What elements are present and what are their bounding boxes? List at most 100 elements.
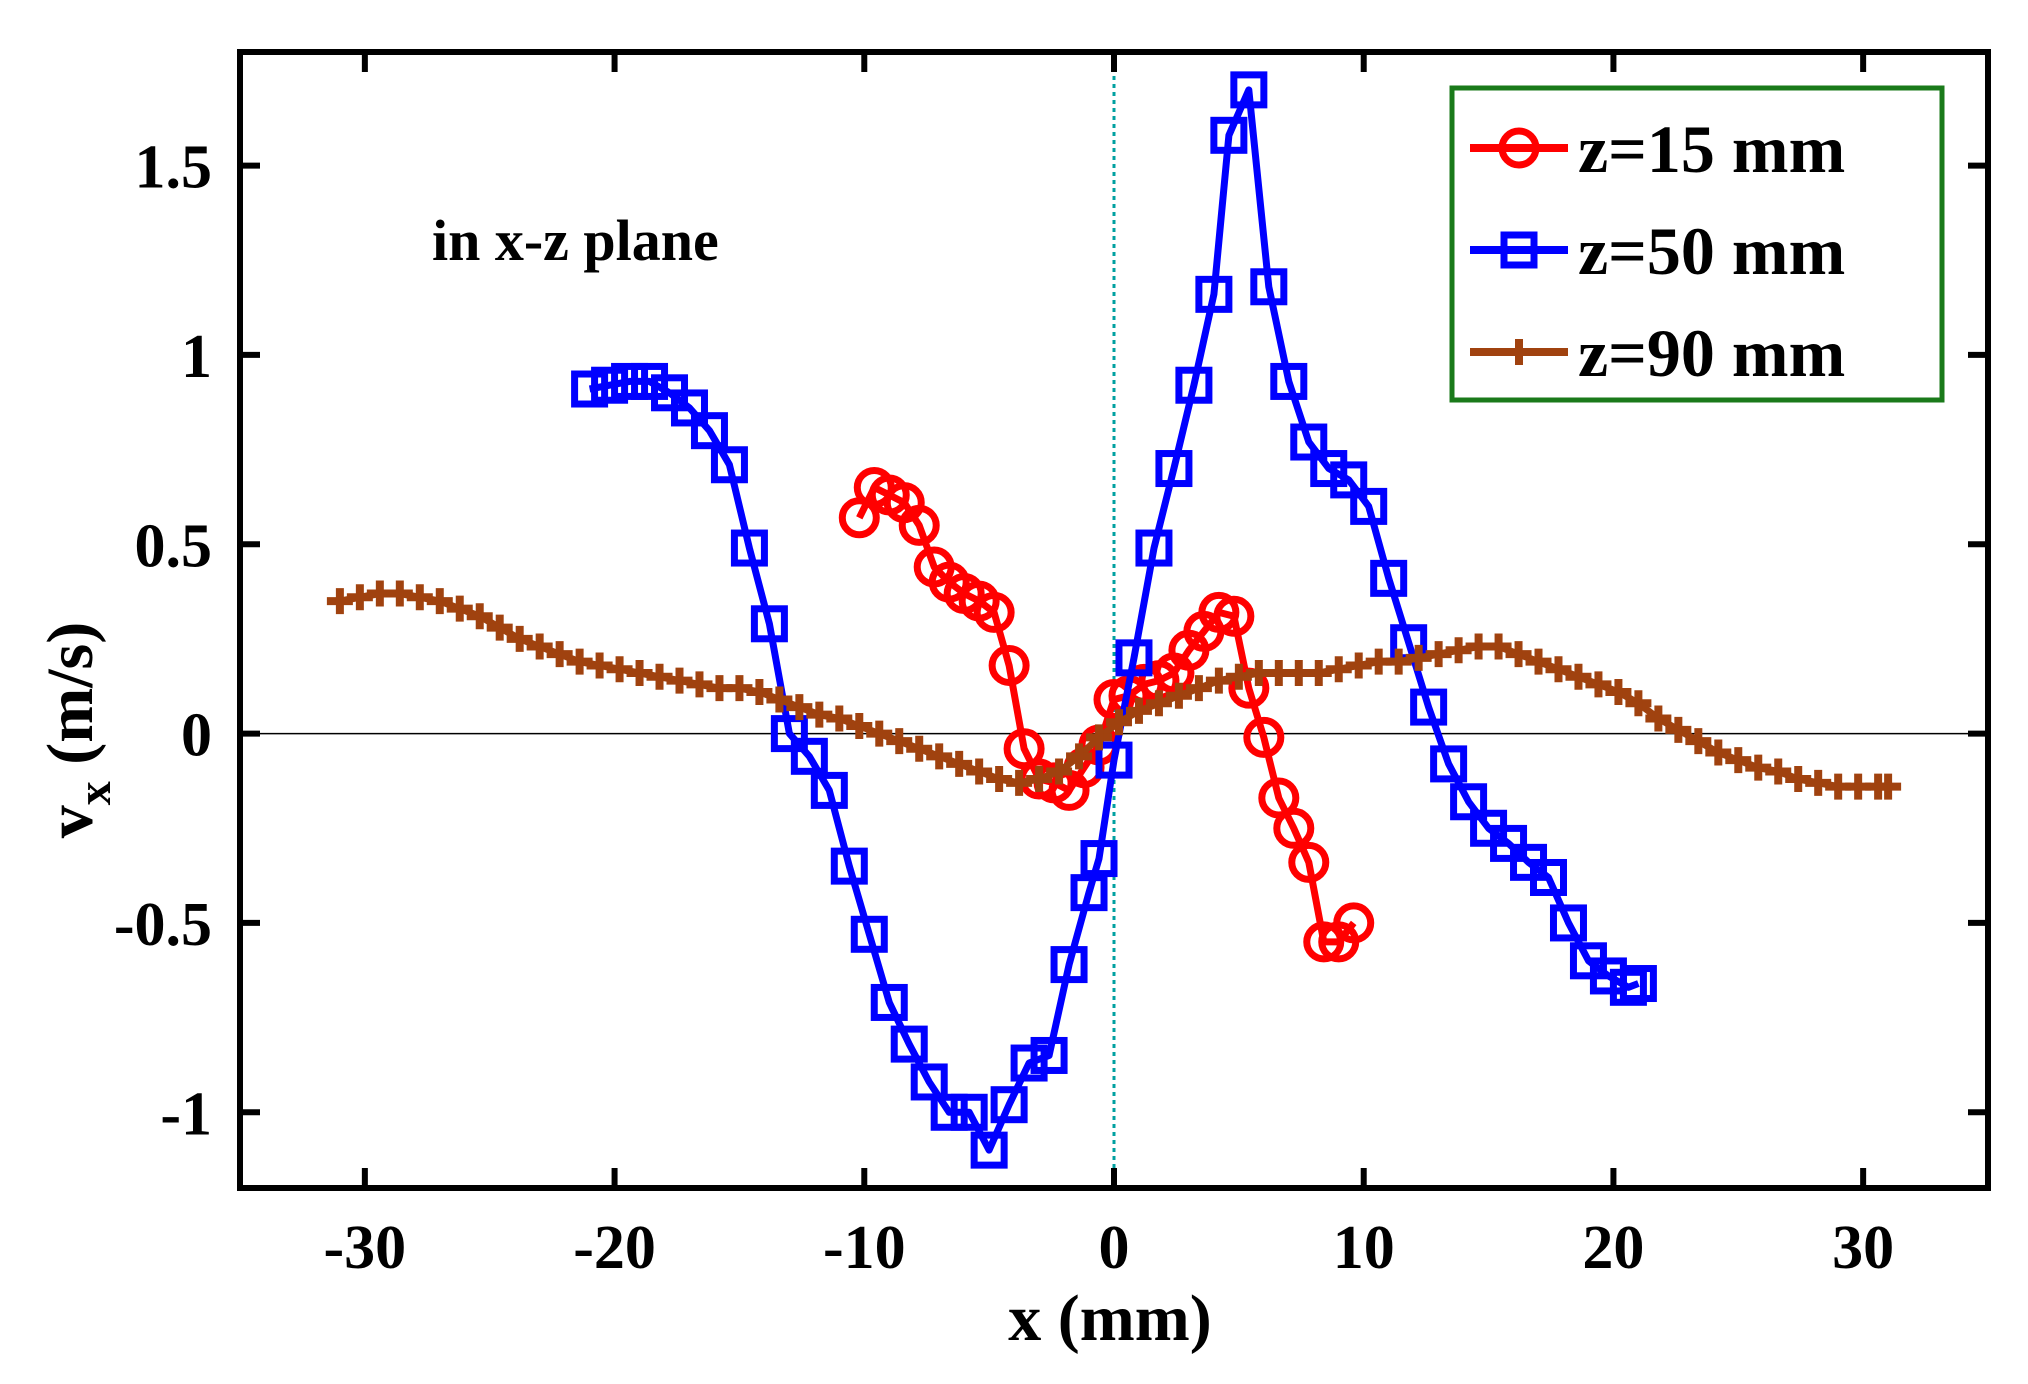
data-point — [886, 728, 913, 755]
data-point — [1155, 450, 1193, 488]
data-point — [746, 678, 773, 705]
data-point — [1195, 275, 1233, 313]
y-tick-label: 1 — [181, 323, 212, 391]
legend: z=15 mm z=50 mm z=90 mm — [1449, 85, 1945, 403]
data-point — [1273, 807, 1315, 849]
x-tick-label: -30 — [324, 1214, 407, 1282]
plane-annotation: in x-z plane — [432, 208, 719, 273]
data-point — [870, 983, 908, 1021]
data-point — [1210, 116, 1248, 154]
data-point — [1270, 362, 1308, 400]
data-point — [1303, 921, 1345, 963]
data-point — [1105, 709, 1132, 736]
data-point — [1625, 690, 1652, 717]
data-point — [571, 370, 609, 408]
y-axis-title: vx (m/s) — [34, 622, 121, 838]
data-point — [1125, 697, 1152, 724]
data-point — [1145, 690, 1172, 717]
data-point — [1530, 858, 1568, 896]
x-tick-label: -10 — [823, 1214, 906, 1282]
data-point — [730, 529, 768, 567]
legend-marker — [1500, 231, 1538, 269]
y-tick-label: 1.5 — [135, 134, 213, 202]
data-point — [910, 1063, 948, 1101]
data-point — [1545, 656, 1572, 683]
data-point — [1565, 663, 1592, 690]
data-point — [1250, 268, 1288, 306]
data-point — [1290, 423, 1328, 461]
series-layer — [326, 71, 1902, 1169]
y-axis-title-symbol: v — [34, 805, 107, 838]
x-tick-label: -20 — [573, 1214, 656, 1282]
y-tick-label: -1 — [160, 1080, 212, 1148]
data-point — [486, 614, 513, 641]
legend-entry: z=15 mm — [1470, 111, 1845, 187]
data-point — [710, 446, 748, 484]
data-point — [1185, 675, 1212, 702]
data-point — [970, 1131, 1008, 1169]
data-point — [1370, 559, 1408, 597]
data-point — [1070, 874, 1108, 912]
data-point — [591, 366, 629, 404]
y-axis-title-subscript: x — [68, 781, 121, 805]
data-point — [846, 713, 873, 740]
y-tick-label: 0.5 — [135, 512, 213, 580]
data-point — [1875, 773, 1902, 800]
data-point — [1609, 968, 1647, 1006]
data-point — [1310, 450, 1348, 488]
data-point — [1645, 705, 1672, 732]
axis-ticks: -30 -20 -10 0 10 20 30 -1 -0.5 0 0.5 1 1.5 — [114, 52, 1988, 1282]
x-tick-label: 20 — [1582, 1214, 1644, 1282]
data-point — [973, 591, 1015, 633]
data-point — [1050, 946, 1088, 984]
data-point — [1490, 824, 1528, 862]
data-point — [1010, 1044, 1048, 1082]
series-2 — [571, 71, 1657, 1169]
data-point — [1046, 758, 1073, 785]
data-point — [1410, 688, 1448, 726]
data-point — [1333, 902, 1375, 944]
data-point — [1175, 366, 1213, 404]
data-point — [1213, 595, 1255, 637]
x-tick-label: 10 — [1333, 1214, 1395, 1282]
data-point — [750, 605, 788, 643]
y-tick-label: -0.5 — [114, 891, 212, 959]
data-point — [810, 771, 848, 809]
data-point — [766, 686, 793, 713]
x-tick-label: 0 — [1099, 1214, 1130, 1282]
data-point — [1080, 840, 1118, 878]
data-point — [1350, 487, 1388, 525]
data-point — [1505, 641, 1532, 668]
data-point — [1450, 783, 1488, 821]
data-point — [1066, 743, 1093, 770]
data-point — [1230, 71, 1268, 109]
data-point — [946, 750, 973, 777]
data-point — [1288, 841, 1330, 883]
x-axis-title: x (mm) — [1008, 1282, 1211, 1355]
data-point — [770, 715, 808, 753]
data-point — [790, 737, 828, 775]
data-point — [690, 412, 728, 450]
legend-label: z=90 mm — [1578, 315, 1845, 391]
data-point — [898, 504, 940, 546]
data-point — [1030, 1036, 1068, 1074]
data-point — [1095, 741, 1133, 779]
legend-entry: z=50 mm — [1470, 213, 1845, 289]
data-point — [1605, 678, 1632, 705]
data-point — [866, 720, 893, 747]
data-point — [1685, 728, 1712, 755]
data-point — [1525, 648, 1552, 675]
data-point — [1243, 716, 1285, 758]
data-point — [990, 1086, 1028, 1124]
data-point — [1115, 639, 1153, 677]
data-point — [526, 633, 553, 660]
data-point — [631, 362, 669, 400]
data-point — [950, 1093, 988, 1131]
data-point — [786, 694, 813, 721]
y-axis-title-units: (m/s) — [34, 622, 107, 781]
data-point — [611, 362, 649, 400]
data-point — [506, 625, 533, 652]
data-point — [1619, 965, 1657, 1003]
data-point — [670, 389, 708, 427]
